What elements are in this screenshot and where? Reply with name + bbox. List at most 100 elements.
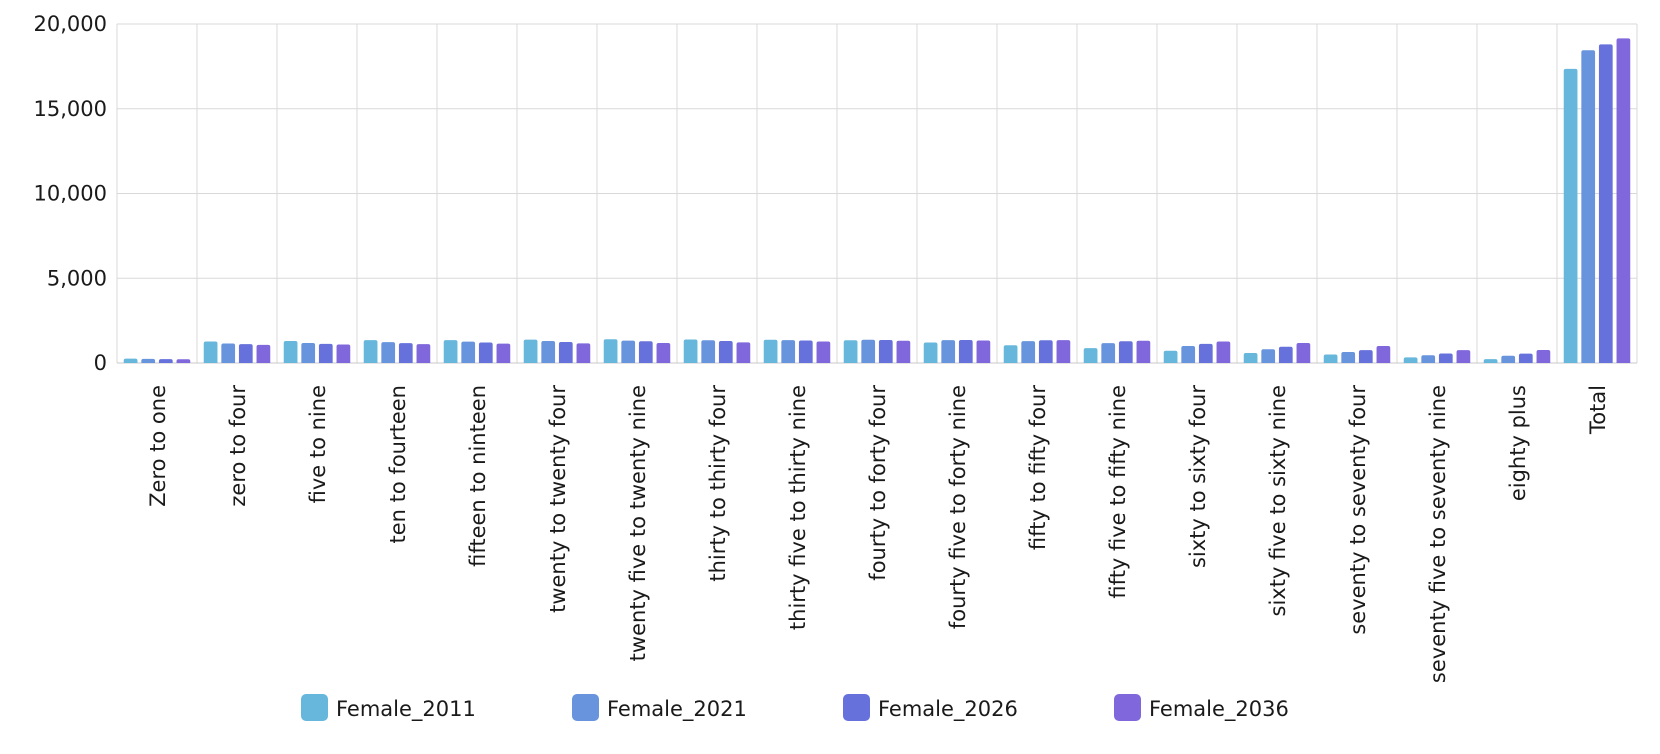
bar-female-2036[interactable] <box>1056 340 1071 363</box>
bar-female-2011[interactable] <box>843 340 858 363</box>
legend-label: Female_2021 <box>607 697 747 722</box>
x-tick-label: eighty plus <box>1506 385 1530 501</box>
bar-female-2011[interactable] <box>363 340 378 363</box>
bar-female-2026[interactable] <box>318 343 333 363</box>
bar-female-2011[interactable] <box>1323 354 1338 363</box>
bar-female-2021[interactable] <box>141 358 156 363</box>
bar-female-2021[interactable] <box>701 340 716 363</box>
bar-female-2026[interactable] <box>1038 340 1053 363</box>
bar-female-2026[interactable] <box>1598 44 1613 364</box>
bar-female-2026[interactable] <box>1198 343 1213 363</box>
bar-female-2026[interactable] <box>398 343 413 363</box>
bar-female-2036[interactable] <box>416 344 431 363</box>
legend-item[interactable]: Female_2021 <box>572 694 747 722</box>
bar-female-2026[interactable] <box>1118 341 1133 363</box>
bar-female-2036[interactable] <box>1536 349 1551 363</box>
x-tick-label: seventy five to seventy nine <box>1426 385 1450 683</box>
legend-item[interactable]: Female_2026 <box>843 694 1018 722</box>
x-tick-label: twenty to twenty four <box>546 385 570 613</box>
x-tick-label: zero to four <box>226 385 250 507</box>
bar-female-2026[interactable] <box>478 342 493 363</box>
bar-female-2036[interactable] <box>1616 38 1631 363</box>
bar-female-2036[interactable] <box>336 344 351 363</box>
bar-female-2011[interactable] <box>1243 352 1258 363</box>
bar-female-2021[interactable] <box>221 343 236 363</box>
bar-female-2026[interactable] <box>1518 353 1533 363</box>
bar-female-2036[interactable] <box>976 340 991 363</box>
bar-female-2021[interactable] <box>621 340 636 363</box>
bar-female-2021[interactable] <box>381 342 396 363</box>
bar-female-2011[interactable] <box>283 340 298 363</box>
bar-female-2011[interactable] <box>763 339 778 363</box>
bar-female-2036[interactable] <box>816 341 831 363</box>
bar-female-2036[interactable] <box>1456 350 1471 363</box>
bar-female-2021[interactable] <box>1581 50 1596 364</box>
bar-female-2011[interactable] <box>443 340 458 363</box>
bar-female-2011[interactable] <box>123 358 138 363</box>
bar-female-2021[interactable] <box>1421 355 1436 363</box>
bar-female-2021[interactable] <box>941 340 956 363</box>
x-tick-label: fifteen to ninteen <box>466 385 490 567</box>
bar-female-2011[interactable] <box>203 341 218 363</box>
bar-female-2011[interactable] <box>683 339 698 363</box>
x-tick-label: Zero to one <box>146 385 170 507</box>
bar-female-2011[interactable] <box>1483 359 1498 363</box>
bar-female-2036[interactable] <box>1136 340 1151 363</box>
bar-female-2026[interactable] <box>1358 350 1373 363</box>
bar-female-2021[interactable] <box>301 342 316 363</box>
bar-female-2036[interactable] <box>1296 342 1311 363</box>
x-tick-label: fourty to forty four <box>866 385 890 581</box>
bar-female-2026[interactable] <box>718 340 733 363</box>
bar-female-2011[interactable] <box>923 342 938 363</box>
bar-female-2011[interactable] <box>1083 348 1098 363</box>
bar-female-2011[interactable] <box>1003 345 1018 363</box>
bar-female-2026[interactable] <box>958 339 973 363</box>
legend-label: Female_2036 <box>1149 697 1289 722</box>
bar-female-2011[interactable] <box>603 339 618 363</box>
x-tick-label: thirty five to thirty nine <box>786 385 810 630</box>
x-tick-label: fifty five to fifty nine <box>1106 385 1130 599</box>
bar-female-2036[interactable] <box>176 359 191 363</box>
bar-female-2011[interactable] <box>523 339 538 363</box>
bar-female-2036[interactable] <box>576 343 591 363</box>
legend-item[interactable]: Female_2036 <box>1114 694 1289 722</box>
bar-female-2026[interactable] <box>638 341 653 363</box>
legend-item[interactable]: Female_2011 <box>301 694 476 722</box>
bar-female-2021[interactable] <box>781 340 796 363</box>
bar-female-2026[interactable] <box>1278 346 1293 363</box>
x-tick-label: seventy to seventy four <box>1346 385 1370 635</box>
bar-female-2026[interactable] <box>798 340 813 363</box>
bar-female-2036[interactable] <box>496 343 511 363</box>
legend: Female_2011 Female_2021 Female_2026 Female_… <box>301 694 1289 722</box>
bar-female-2036[interactable] <box>896 340 911 363</box>
bar-female-2026[interactable] <box>1438 353 1453 363</box>
bar-female-2026[interactable] <box>878 339 893 363</box>
bar-female-2021[interactable] <box>1341 351 1356 363</box>
bar-female-2011[interactable] <box>1563 68 1578 363</box>
bar-female-2036[interactable] <box>1376 346 1391 363</box>
bar-female-2036[interactable] <box>736 342 751 363</box>
bar-female-2021[interactable] <box>461 341 476 363</box>
bar-female-2011[interactable] <box>1403 357 1418 363</box>
bar-female-2036[interactable] <box>656 342 671 363</box>
x-tick-label: thirty to thirty four <box>706 385 730 582</box>
bar-female-2021[interactable] <box>1181 346 1196 363</box>
bar-female-2021[interactable] <box>1261 349 1276 363</box>
x-tick-label: twenty five to twenty nine <box>626 385 650 661</box>
bar-female-2026[interactable] <box>158 359 173 363</box>
x-tick-label: fifty to fifty four <box>1026 385 1050 550</box>
x-tick-label: five to nine <box>306 385 330 503</box>
bars-layer <box>123 38 1631 364</box>
legend-swatch <box>1114 694 1141 721</box>
bar-female-2011[interactable] <box>1163 350 1178 363</box>
bar-female-2036[interactable] <box>256 344 271 363</box>
bar-female-2026[interactable] <box>558 341 573 363</box>
bar-female-2021[interactable] <box>541 340 556 363</box>
bar-female-2026[interactable] <box>238 344 253 363</box>
bar-female-2036[interactable] <box>1216 341 1231 363</box>
bar-female-2021[interactable] <box>1501 355 1516 363</box>
bar-female-2021[interactable] <box>1101 343 1116 363</box>
y-axis: 0 5,000 10,000 15,000 20,000 <box>34 12 107 375</box>
bar-female-2021[interactable] <box>1021 341 1036 363</box>
bar-female-2021[interactable] <box>861 339 876 363</box>
